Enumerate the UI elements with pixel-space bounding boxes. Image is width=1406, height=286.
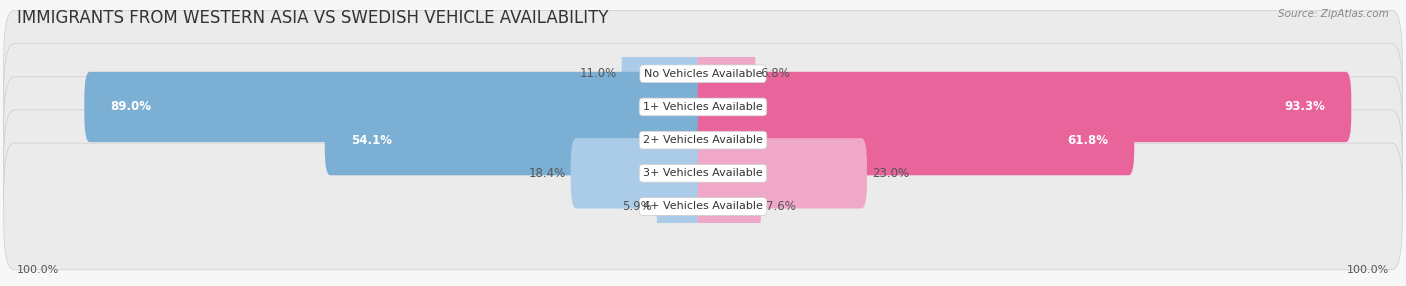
- FancyBboxPatch shape: [84, 72, 709, 142]
- Text: 18.4%: 18.4%: [529, 167, 565, 180]
- FancyBboxPatch shape: [697, 171, 761, 242]
- FancyBboxPatch shape: [697, 39, 755, 109]
- Text: 61.8%: 61.8%: [1067, 134, 1108, 147]
- Text: 4+ Vehicles Available: 4+ Vehicles Available: [643, 202, 763, 211]
- Text: 1+ Vehicles Available: 1+ Vehicles Available: [643, 102, 763, 112]
- Text: 3+ Vehicles Available: 3+ Vehicles Available: [643, 168, 763, 178]
- FancyBboxPatch shape: [4, 10, 1402, 137]
- FancyBboxPatch shape: [4, 77, 1402, 204]
- Text: 54.1%: 54.1%: [352, 134, 392, 147]
- FancyBboxPatch shape: [4, 110, 1402, 237]
- Text: Source: ZipAtlas.com: Source: ZipAtlas.com: [1278, 9, 1389, 19]
- Text: 100.0%: 100.0%: [1347, 265, 1389, 275]
- Text: 11.0%: 11.0%: [579, 67, 617, 80]
- Text: No Vehicles Available: No Vehicles Available: [644, 69, 762, 79]
- Text: 23.0%: 23.0%: [872, 167, 908, 180]
- FancyBboxPatch shape: [325, 105, 709, 175]
- FancyBboxPatch shape: [621, 39, 709, 109]
- Text: 2+ Vehicles Available: 2+ Vehicles Available: [643, 135, 763, 145]
- Text: 5.9%: 5.9%: [623, 200, 652, 213]
- FancyBboxPatch shape: [697, 138, 868, 208]
- FancyBboxPatch shape: [571, 138, 709, 208]
- Text: 100.0%: 100.0%: [17, 265, 59, 275]
- Text: 6.8%: 6.8%: [761, 67, 790, 80]
- FancyBboxPatch shape: [4, 143, 1402, 270]
- Text: 7.6%: 7.6%: [766, 200, 796, 213]
- FancyBboxPatch shape: [4, 43, 1402, 170]
- FancyBboxPatch shape: [697, 105, 1135, 175]
- Text: 89.0%: 89.0%: [111, 100, 152, 114]
- Text: IMMIGRANTS FROM WESTERN ASIA VS SWEDISH VEHICLE AVAILABILITY: IMMIGRANTS FROM WESTERN ASIA VS SWEDISH …: [17, 9, 609, 27]
- FancyBboxPatch shape: [657, 171, 709, 242]
- FancyBboxPatch shape: [697, 72, 1351, 142]
- Text: 93.3%: 93.3%: [1284, 100, 1324, 114]
